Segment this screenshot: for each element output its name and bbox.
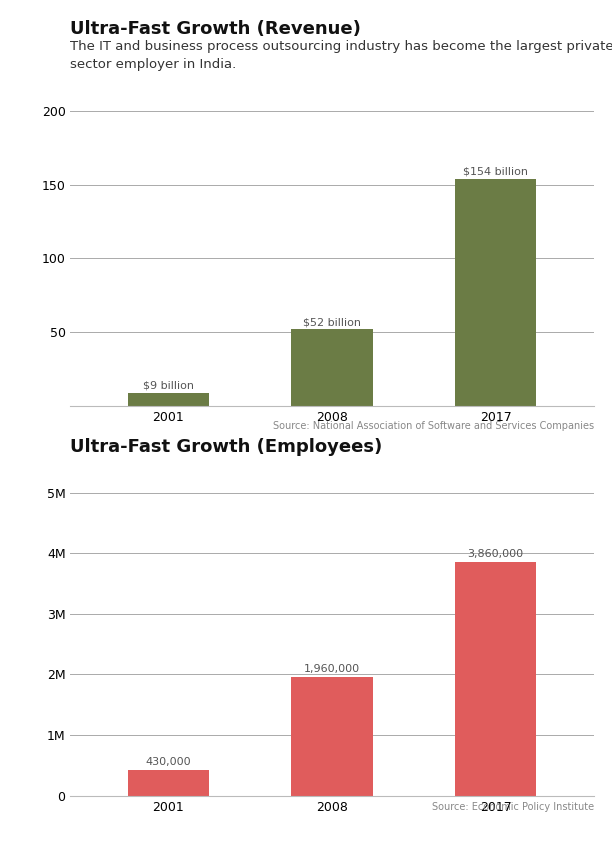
Text: Source: National Association of Software and Services Companies: Source: National Association of Software… [272, 421, 594, 431]
Bar [128, 770, 209, 796]
Text: 430,000: 430,000 [146, 757, 192, 767]
Bar [455, 562, 536, 796]
Text: $52 billion: $52 billion [303, 317, 361, 327]
Bar [291, 677, 373, 796]
Bar [291, 329, 373, 406]
Bar [455, 179, 536, 406]
Text: $154 billion: $154 billion [463, 167, 528, 177]
Text: Source: Economic Policy Institute: Source: Economic Policy Institute [431, 802, 594, 813]
Text: Ultra-Fast Growth (Revenue): Ultra-Fast Growth (Revenue) [70, 20, 361, 38]
Text: $9 billion: $9 billion [143, 381, 194, 391]
Bar [128, 392, 209, 406]
Text: The IT and business process outsourcing industry has become the largest private-: The IT and business process outsourcing … [70, 40, 612, 72]
Text: 1,960,000: 1,960,000 [304, 664, 360, 674]
Text: 3,860,000: 3,860,000 [468, 549, 524, 559]
Text: Ultra-Fast Growth (Employees): Ultra-Fast Growth (Employees) [70, 438, 382, 456]
